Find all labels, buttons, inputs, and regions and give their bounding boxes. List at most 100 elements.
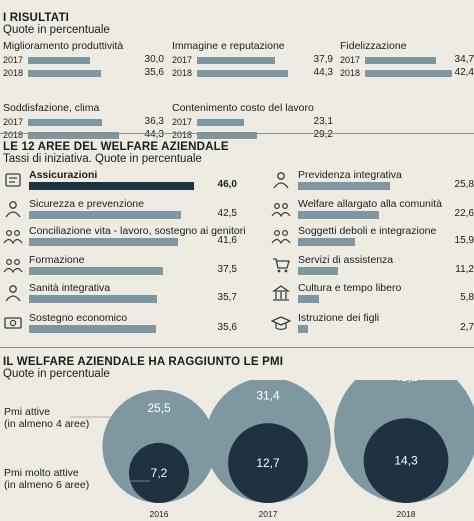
inner-bubble [228, 423, 308, 503]
metric-label: Soddisfazione, clima [3, 102, 100, 114]
health-icon [3, 283, 23, 303]
year-label: 2017 [3, 117, 24, 127]
year-label: 2018 [3, 68, 24, 78]
metric-bar [28, 70, 101, 77]
metric-label: Fidelizzazione [340, 40, 407, 52]
legend-very-active-label: Pmi molto attive (in almeno 6 aree) [4, 467, 90, 491]
area-value: 5,8 [460, 292, 474, 303]
culture-icon [271, 283, 291, 303]
year-label: 2016 [150, 509, 169, 519]
metric-bar [365, 57, 437, 64]
year-label: 2017 [172, 55, 193, 65]
metric-bar [365, 70, 452, 77]
pmi-bubble-chart: 25,5 7,2 2016 31,4 12,7 2017 41,2 14,3 2018 [70, 380, 474, 519]
area-bar [298, 325, 308, 333]
graduation-icon [270, 313, 292, 333]
area-value: 37,5 [217, 264, 237, 275]
inner-value-label: 7,2 [151, 466, 168, 480]
metric-bar [197, 57, 275, 64]
results-title: I RISULTATI [3, 12, 70, 24]
insurance-icon [3, 170, 23, 190]
area-bar [298, 267, 339, 275]
area-value: 41,6 [217, 235, 237, 246]
results-subtitle: Quote in percentuale [3, 24, 110, 36]
divider [0, 133, 474, 134]
outer-value-label: 25,5 [147, 401, 171, 415]
inner-bubble [128, 442, 190, 503]
year-label: 2017 [340, 55, 361, 65]
metric-value: 44,3 [144, 129, 164, 140]
area-bar [29, 295, 157, 303]
year-label: 2017 [172, 117, 193, 127]
areas-subtitle: Tassi di iniziativa. Quote in percentual… [3, 153, 202, 165]
area-bar [298, 295, 319, 303]
area-label: Formazione [29, 254, 85, 266]
area-value: 2,7 [460, 322, 474, 333]
area-label: Cultura e tempo libero [298, 282, 402, 294]
training-icon [3, 255, 23, 275]
outer-value-label: 41,2 [394, 380, 418, 384]
inner-value-label: 12,7 [256, 456, 280, 470]
metric-value: 44,3 [313, 67, 333, 78]
inner-value-label: 14,3 [394, 454, 418, 468]
pmi-subtitle: Quote in percentuale [3, 368, 110, 380]
family-icon [3, 226, 23, 246]
metric-bar [28, 119, 103, 126]
year-label: 2018 [397, 509, 416, 519]
safety-helmet-icon [3, 199, 23, 219]
cart-icon [271, 255, 291, 275]
area-value: 11,2 [455, 264, 474, 275]
area-value: 35,7 [217, 292, 237, 303]
year-label: 2017 [259, 509, 278, 519]
area-value: 46,0 [217, 179, 237, 190]
money-icon [3, 313, 23, 333]
metric-bar [197, 70, 288, 77]
year-label: 2018 [340, 68, 361, 78]
outer-value-label: 31,4 [256, 388, 280, 402]
divider [0, 347, 474, 348]
area-label: Soggetti deboli e integrazione [298, 225, 437, 237]
area-label: Assicurazioni [29, 169, 98, 181]
metric-value: 35,6 [144, 67, 164, 78]
area-bar [29, 211, 182, 219]
metric-label: Miglioramento produttività [3, 40, 124, 52]
year-label: 2018 [3, 130, 24, 140]
metric-value: 30,0 [144, 54, 164, 65]
metric-bar [197, 132, 257, 139]
area-bar [29, 267, 164, 275]
area-bar [298, 238, 355, 246]
inclusion-icon [271, 226, 291, 246]
area-label: Sostegno economico [29, 312, 128, 324]
area-label: Welfare allargato alla comunità [298, 198, 442, 210]
area-value: 25,8 [454, 179, 474, 190]
metric-value: 37,9 [313, 54, 333, 65]
legend-active-label: Pmi attive (in almeno 4 aree) [4, 406, 90, 430]
metric-bar [197, 119, 245, 126]
area-label: Sanità integrativa [29, 282, 111, 294]
area-value: 42,5 [217, 208, 237, 219]
area-label: Istruzione dei figli [298, 312, 380, 324]
area-label: Servizi di assistenza [298, 254, 394, 266]
area-label: Conciliazione vita - lavoro, sostegno ai… [29, 225, 246, 237]
metric-bar [28, 132, 119, 139]
metric-value: 29,2 [313, 129, 333, 140]
metric-value: 36,3 [144, 116, 164, 127]
year-label: 2018 [172, 68, 193, 78]
area-bar [29, 325, 157, 333]
areas-title: LE 12 AREE DEL WELFARE AZIENDALE [3, 141, 229, 153]
metric-label: Immagine e reputazione [172, 40, 285, 52]
area-bar [298, 182, 391, 190]
metric-value: 42,4 [454, 67, 474, 78]
area-value: 22,6 [454, 208, 474, 219]
metric-bar [28, 57, 90, 64]
metric-label: Contenimento costo del lavoro [172, 102, 314, 114]
metric-value: 23,1 [313, 116, 333, 127]
area-label: Previdenza integrativa [298, 169, 402, 181]
year-label: 2018 [172, 130, 193, 140]
area-bar [29, 182, 194, 190]
area-value: 35,6 [217, 322, 237, 333]
pension-icon [271, 170, 291, 190]
area-label: Sicurezza e prevenzione [29, 198, 144, 210]
area-value: 15,9 [454, 235, 474, 246]
metric-value: 34,7 [454, 54, 474, 65]
